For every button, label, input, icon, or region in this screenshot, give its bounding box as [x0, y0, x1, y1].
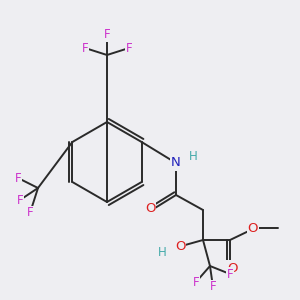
Text: F: F — [104, 28, 110, 41]
Text: F: F — [210, 280, 216, 293]
Text: O: O — [248, 221, 258, 235]
Text: H: H — [158, 245, 166, 259]
Text: O: O — [145, 202, 155, 214]
Text: F: F — [227, 268, 233, 281]
Text: H: H — [189, 151, 197, 164]
Text: N: N — [171, 157, 181, 169]
Text: F: F — [126, 41, 132, 55]
Text: O: O — [175, 241, 185, 254]
Text: F: F — [82, 41, 88, 55]
Text: O: O — [227, 262, 237, 275]
Text: F: F — [15, 172, 21, 184]
Text: F: F — [193, 275, 199, 289]
Text: F: F — [27, 206, 33, 220]
Text: F: F — [17, 194, 23, 206]
